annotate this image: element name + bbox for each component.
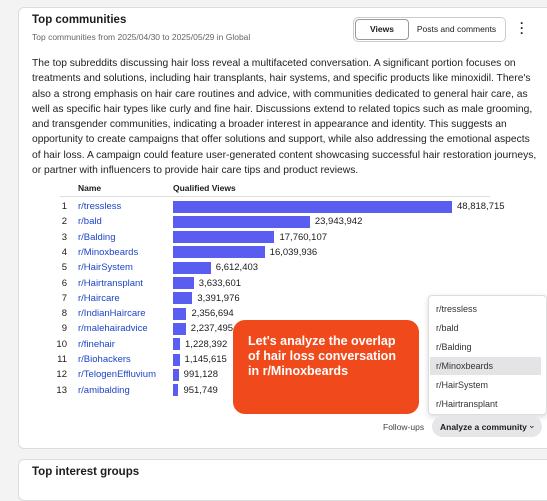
callout (233, 320, 419, 414)
bar (173, 261, 211, 274)
rank: 5 (61, 262, 67, 274)
community-link[interactable]: r/amibalding (78, 384, 130, 396)
bar (173, 215, 310, 228)
value-label: 48,818,715 (457, 201, 505, 212)
bar (173, 231, 275, 244)
kebab-menu[interactable]: · · · (520, 16, 524, 40)
summary: The top subreddits discussing hair loss … (32, 58, 537, 177)
value-label: 951,749 (183, 384, 218, 396)
rank: 12 (56, 369, 67, 381)
dropdown-item[interactable]: r/Balding (436, 342, 472, 352)
bar (173, 322, 186, 335)
dropdown-item[interactable]: r/Hairtransplant (436, 399, 498, 409)
tab[interactable]: Views (355, 19, 409, 40)
analyze-button[interactable] (432, 416, 542, 437)
value-label: 991,128 (183, 369, 218, 381)
community-link[interactable]: r/Haircare (78, 292, 120, 304)
community-link[interactable]: r/IndianHaircare (78, 308, 146, 320)
rank: 9 (61, 323, 67, 335)
community-link[interactable]: r/Hairtransplant (78, 277, 143, 289)
bar (173, 292, 193, 305)
bar (173, 368, 179, 381)
dropdown (428, 295, 547, 415)
bar (173, 338, 181, 351)
tab[interactable]: Posts and comments (416, 24, 497, 34)
community-link[interactable]: r/malehairadvice (78, 323, 148, 335)
divider (60, 196, 490, 197)
page: Top communities Top communities from 202… (18, 7, 547, 501)
rank: 3 (61, 231, 67, 243)
value-label: 23,943,942 (314, 216, 363, 228)
value-label: 3,391,976 (197, 292, 240, 304)
value-label: 17,760,107 (279, 231, 328, 243)
rank: 11 (57, 354, 67, 365)
bar (173, 353, 180, 366)
rank: 10 (56, 338, 67, 350)
column-header: Qualified Views (173, 183, 236, 193)
dropdown-item[interactable]: r/tressless (436, 304, 478, 314)
value-label: 3,633,601 (198, 277, 242, 289)
community-link[interactable]: r/finehair (78, 338, 115, 350)
dropdown-item[interactable]: r/Minoxbeards (430, 357, 541, 375)
rank: 8 (61, 308, 67, 320)
community-link[interactable]: r/HairSystem (78, 262, 133, 274)
card-subtitle: Top communities from 2025/04/30 to 2025/… (32, 32, 251, 42)
community-link[interactable]: r/TelogenEffluvium (78, 369, 156, 381)
bar (173, 246, 265, 259)
value-label: 2,237,495 (190, 323, 234, 335)
button-label: Analyze a community (440, 422, 527, 432)
card-title: Top communities (32, 14, 127, 26)
chevron: ⌄ (528, 420, 536, 430)
value-label: 1,145,615 (184, 354, 227, 365)
community-link[interactable]: r/tressless (78, 201, 122, 212)
community-link[interactable]: r/Minoxbeards (78, 246, 139, 258)
bar (173, 307, 187, 320)
rank: 13 (56, 384, 67, 396)
followups-label: Follow-ups (383, 422, 425, 432)
bar (173, 384, 179, 397)
rank: 6 (61, 277, 67, 289)
rank: 2 (61, 216, 67, 228)
value-label: 1,228,392 (185, 338, 228, 350)
card-title: Top interest groups (32, 466, 140, 478)
column-header: Name (78, 183, 102, 193)
dropdown-item[interactable]: r/bald (436, 323, 459, 333)
value-label: 16,039,936 (269, 246, 318, 258)
bar (173, 200, 452, 213)
bar (173, 277, 194, 289)
dropdown-item[interactable]: r/HairSystem (436, 380, 489, 390)
callout-text: Let's analyze the overlap of hair loss c… (248, 334, 396, 378)
rank: 7 (61, 292, 67, 304)
rank: 4 (61, 246, 67, 258)
community-link[interactable]: r/bald (78, 216, 102, 228)
rank: 1 (61, 201, 67, 212)
community-link[interactable]: r/Balding (78, 231, 116, 243)
value-label: 2,356,694 (191, 308, 234, 320)
tab-group (353, 17, 506, 42)
value-label: 6,612,403 (215, 262, 259, 274)
community-link[interactable]: r/Biohackers (78, 354, 131, 365)
